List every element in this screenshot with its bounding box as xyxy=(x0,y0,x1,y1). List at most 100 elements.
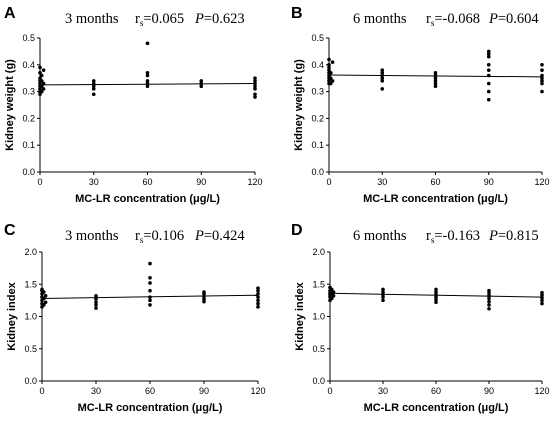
rs-value: =-0.163 xyxy=(434,228,480,244)
data-point xyxy=(487,288,491,293)
x-tick-label: 60 xyxy=(145,386,155,396)
panel-letter: B xyxy=(291,5,303,22)
data-point xyxy=(330,60,335,64)
y-tick-label: 0.1 xyxy=(22,140,35,150)
data-point xyxy=(148,298,152,303)
x-tick-label: 30 xyxy=(91,386,101,396)
data-point xyxy=(327,79,331,83)
x-axis-label: MC-LR concentration (μg/L) xyxy=(75,193,220,205)
x-tick-label: 30 xyxy=(89,177,99,187)
data-point xyxy=(253,87,257,91)
x-tick-label: 120 xyxy=(247,177,262,187)
spearman-rs: rs=0.065 xyxy=(135,11,184,28)
y-tick-label: 0.2 xyxy=(22,113,35,123)
x-tick-label: 120 xyxy=(250,386,265,396)
p-value-number: =0.424 xyxy=(204,228,246,244)
data-point xyxy=(540,295,544,300)
rs-subscript: s xyxy=(431,235,435,245)
data-point xyxy=(540,76,544,80)
data-point xyxy=(487,294,491,298)
data-point xyxy=(39,89,44,94)
panel-letter: D xyxy=(291,222,303,239)
data-point xyxy=(253,79,257,83)
y-tick-label: 0.0 xyxy=(22,167,35,177)
y-tick-label: 0.2 xyxy=(311,113,324,123)
data-point xyxy=(202,294,206,299)
y-axis-label: Kidney index xyxy=(6,281,18,350)
y-tick-label: 0.5 xyxy=(22,33,35,43)
y-tick-label: 0.0 xyxy=(312,376,325,386)
data-point xyxy=(253,95,257,99)
data-point xyxy=(256,305,260,309)
data-point xyxy=(433,79,438,83)
data-point xyxy=(380,79,385,83)
x-tick-label: 60 xyxy=(142,177,152,187)
y-tick-label: 0.1 xyxy=(311,140,324,150)
x-tick-label: 0 xyxy=(326,177,331,187)
data-point xyxy=(487,303,491,307)
data-point xyxy=(327,63,331,67)
data-point xyxy=(253,76,257,80)
data-point xyxy=(148,295,152,299)
p-value: P=0.424 xyxy=(194,228,245,244)
data-point xyxy=(148,281,152,285)
rs-value: =-0.068 xyxy=(434,11,480,27)
data-point xyxy=(331,290,336,294)
spearman-rs: rs=-0.163 xyxy=(426,228,480,245)
data-point xyxy=(434,295,438,299)
x-tick-label: 60 xyxy=(431,386,441,396)
data-point xyxy=(38,81,42,86)
data-point xyxy=(380,76,385,80)
y-axis-label: Kidney index xyxy=(294,281,306,350)
x-tick-label: 90 xyxy=(196,177,206,187)
rs-subscript: s xyxy=(140,235,144,245)
data-point xyxy=(38,71,42,75)
spearman-rs: rs=0.106 xyxy=(135,228,184,245)
x-tick-label: 0 xyxy=(327,386,332,396)
x-tick-label: 120 xyxy=(534,177,549,187)
data-point xyxy=(41,87,46,91)
p-symbol: P xyxy=(488,228,498,244)
x-tick-label: 30 xyxy=(377,177,387,187)
x-tick-label: 30 xyxy=(378,386,388,396)
data-point xyxy=(42,296,46,301)
p-symbol: P xyxy=(194,11,204,27)
data-point xyxy=(256,301,260,306)
data-point xyxy=(91,79,96,83)
x-tick-label: 90 xyxy=(199,386,209,396)
data-point xyxy=(253,84,257,89)
data-point xyxy=(380,73,385,78)
data-point xyxy=(38,92,42,97)
data-point xyxy=(256,286,260,290)
data-point xyxy=(327,68,331,72)
p-symbol: P xyxy=(488,11,498,27)
data-point xyxy=(328,76,333,80)
panel-title: 6 months xyxy=(353,11,407,27)
y-tick-label: 0.4 xyxy=(311,60,324,70)
data-point xyxy=(433,84,438,89)
data-point xyxy=(42,290,46,294)
data-point xyxy=(148,288,152,293)
data-point xyxy=(540,301,544,306)
data-point xyxy=(256,292,260,296)
data-point xyxy=(381,295,385,299)
data-point xyxy=(540,298,544,303)
data-point xyxy=(486,97,491,102)
data-point xyxy=(38,87,42,91)
data-point xyxy=(38,65,42,70)
data-point xyxy=(256,295,260,299)
data-point xyxy=(253,92,257,97)
data-point xyxy=(256,288,260,293)
data-point xyxy=(540,81,544,86)
data-point xyxy=(39,84,44,89)
data-point xyxy=(540,68,544,72)
data-point xyxy=(486,89,491,94)
data-point xyxy=(486,73,491,78)
x-axis-label: MC-LR concentration (μg/L) xyxy=(78,402,223,414)
p-symbol: P xyxy=(194,228,204,244)
panel-letter: A xyxy=(4,5,16,22)
x-tick-label: 0 xyxy=(39,386,44,396)
data-point xyxy=(253,81,257,86)
y-axis-label: Kidney weight (g) xyxy=(293,59,305,151)
